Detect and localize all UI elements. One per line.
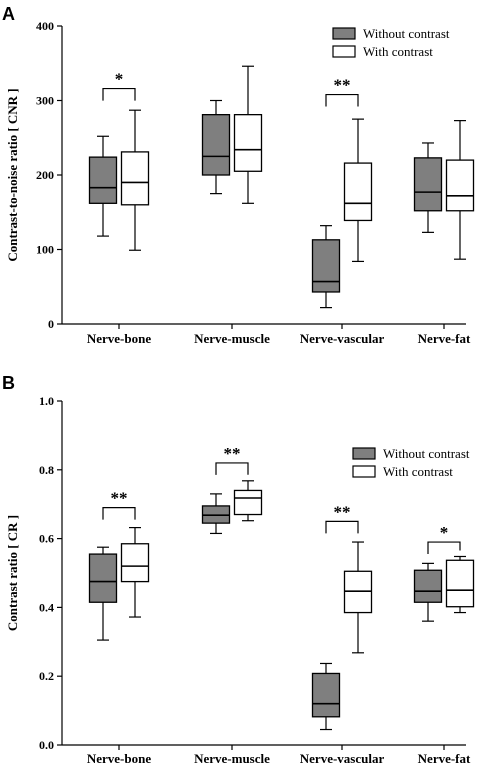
y-tick-label: 0.6 <box>39 532 54 546</box>
box-with-contrast <box>343 541 373 654</box>
box-iqr <box>445 159 475 212</box>
significance-label: * <box>440 523 449 542</box>
y-tick-label: 100 <box>36 243 54 257</box>
x-category-label: Nerve-fat <box>418 751 471 766</box>
panel-letter: B <box>2 373 15 393</box>
significance-bracket: ** <box>102 489 136 520</box>
legend-entry: With contrast <box>352 464 453 479</box>
significance-bracket: * <box>427 523 461 555</box>
box-without-contrast <box>311 662 341 731</box>
box-with-contrast <box>233 65 263 204</box>
box-iqr <box>120 151 150 206</box>
panel-b: B 0.0 0.2 0.4 0.6 0.8 1.0 Contrast ratio [ CR ]… <box>2 373 475 766</box>
y-tick-label: 0.2 <box>39 669 54 683</box>
panel-a: A 0 100 200 300 400 Contrast-to-noise ratio [ … <box>2 4 475 346</box>
box-without-contrast <box>311 225 341 309</box>
bracket-line <box>325 520 359 534</box>
panel-letter: A <box>2 4 15 24</box>
legend-label: Without contrast <box>363 26 450 41</box>
box-iqr <box>201 114 231 176</box>
bracket-line <box>102 507 136 520</box>
box-iqr <box>311 239 341 293</box>
box-without-contrast <box>201 99 231 195</box>
significance-label: ** <box>334 76 351 95</box>
legend-label: Without contrast <box>383 446 470 461</box>
bracket-line <box>102 87 136 101</box>
bracket-line <box>325 93 359 107</box>
legend-swatch <box>332 27 356 40</box>
box-without-contrast <box>88 546 118 641</box>
significance-bracket: ** <box>325 502 359 534</box>
y-tick-label: 0.0 <box>39 738 54 752</box>
box-iqr <box>343 162 373 222</box>
x-category-label: Nerve-bone <box>87 331 151 346</box>
y-tick-label: 0 <box>48 317 54 331</box>
legend-swatch <box>352 465 376 478</box>
significance-label: ** <box>111 489 128 508</box>
box-with-contrast <box>445 555 475 614</box>
significance-label: * <box>115 70 124 89</box>
box-iqr <box>120 543 150 583</box>
box-iqr <box>413 569 443 603</box>
box-iqr <box>311 672 341 718</box>
y-tick-label: 1.0 <box>39 394 54 408</box>
box-iqr <box>88 156 118 204</box>
y-axis-label: Contrast ratio [ CR ] <box>5 515 20 631</box>
significance-bracket: * <box>102 70 136 101</box>
y-tick-label: 0.4 <box>39 600 54 614</box>
box-iqr <box>233 489 263 516</box>
y-axis-label: Contrast-to-noise ratio [ CNR ] <box>5 88 20 261</box>
x-category-label: Nerve-muscle <box>194 751 270 766</box>
box-with-contrast <box>445 120 475 260</box>
box-iqr <box>88 553 118 603</box>
box-iqr <box>413 157 443 212</box>
legend-swatch <box>332 45 356 58</box>
box-without-contrast <box>413 562 443 622</box>
box-without-contrast <box>201 493 231 535</box>
significance-label: ** <box>334 502 351 521</box>
legend-label: With contrast <box>383 464 453 479</box>
x-category-label: Nerve-vascular <box>300 751 385 766</box>
box-with-contrast <box>343 118 373 263</box>
legend-label: With contrast <box>363 44 433 59</box>
significance-label: ** <box>224 444 241 463</box>
x-category-label: Nerve-muscle <box>194 331 270 346</box>
bracket-line <box>215 462 249 475</box>
bracket-line <box>427 541 461 555</box>
legend-entry: Without contrast <box>332 26 450 41</box>
y-tick-label: 400 <box>36 19 54 33</box>
box-iqr <box>445 559 475 608</box>
legend-entry: Without contrast <box>352 446 470 461</box>
x-category-label: Nerve-fat <box>418 331 471 346</box>
y-tick-label: 200 <box>36 168 54 182</box>
significance-bracket: ** <box>215 444 249 475</box>
y-tick-label: 0.8 <box>39 463 54 477</box>
x-category-label: Nerve-bone <box>87 751 151 766</box>
significance-bracket: ** <box>325 76 359 107</box>
box-with-contrast <box>233 480 263 522</box>
legend-entry: With contrast <box>332 44 433 59</box>
box-without-contrast <box>413 142 443 233</box>
y-tick-label: 300 <box>36 94 54 108</box>
x-category-label: Nerve-vascular <box>300 331 385 346</box>
legend-swatch <box>352 447 376 460</box>
box-with-contrast <box>120 526 150 618</box>
box-with-contrast <box>120 109 150 251</box>
box-without-contrast <box>88 135 118 237</box>
box-iqr <box>233 114 263 172</box>
